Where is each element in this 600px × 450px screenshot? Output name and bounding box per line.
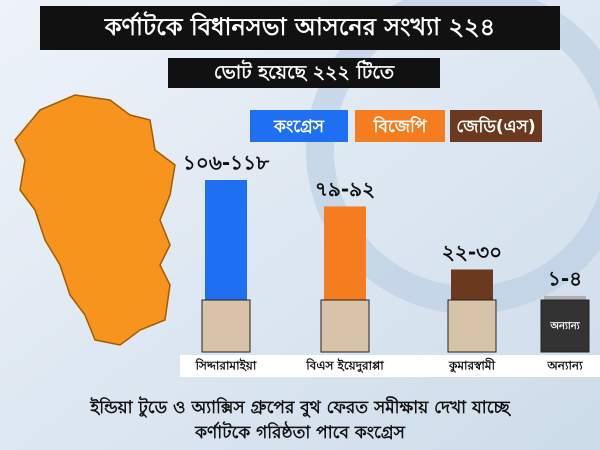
footer-line: কর্ণাটকে গরিষ্ঠতা পাবে কংগ্রেস (194, 421, 405, 443)
legend-label: কংগ্রেস (273, 117, 325, 137)
value-label: ৭৯-৯২ (315, 177, 375, 201)
photo (447, 299, 497, 353)
bar (324, 206, 366, 300)
value-label: ১০৬-১১৮ (183, 151, 270, 175)
legend-swatch (450, 110, 542, 142)
chart-title: কর্ণাটকে বিধানসভা আসনের সংখ্যা ২২৪ (104, 11, 496, 41)
x-tick-label: অন্যান্য (546, 359, 583, 373)
x-tick-label: কুমারস্বামী (448, 358, 496, 375)
legend-label: বিজেপি (373, 115, 428, 137)
legend-swatch (355, 110, 445, 142)
footer-line: ইন্ডিয়া টুডে ও অ্যাক্সিস গ্রুপের বুথ ফে… (89, 396, 511, 418)
value-label: ১-৪ (548, 266, 582, 290)
bar (205, 180, 247, 300)
legend-swatch (250, 110, 348, 142)
value-label: ২২-৩০ (442, 240, 502, 264)
subtitle-box (168, 58, 440, 88)
title-box (40, 6, 560, 50)
photo (540, 299, 590, 353)
x-tick-label: সিদ্দারামাইয়া (195, 358, 257, 373)
chart-subtitle: ভোট হয়েছে ২২২ টিতে (214, 60, 395, 84)
bar (451, 269, 493, 300)
legend-label: জেডি(এস) (456, 115, 535, 137)
photo-label: অন্যান্য (549, 321, 580, 332)
photo (201, 299, 251, 353)
x-tick-label: বিএস ইয়েদুরাপ্পা (305, 358, 384, 375)
bar (544, 295, 586, 300)
photo (320, 299, 370, 353)
state-map (14, 94, 176, 346)
name-strip (180, 355, 600, 377)
